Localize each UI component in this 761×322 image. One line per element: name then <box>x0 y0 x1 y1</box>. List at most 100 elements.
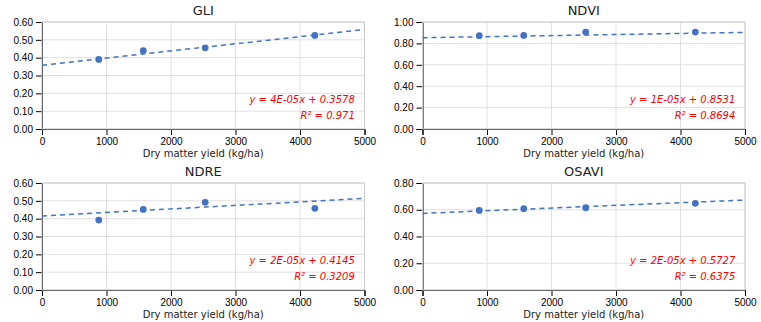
x-tick: 3000 <box>225 290 248 308</box>
marks <box>423 29 746 39</box>
y-tick-mark <box>36 76 42 77</box>
y-tick: 0.20 <box>14 88 42 99</box>
x-tick-label: 4000 <box>289 136 312 147</box>
x-tick-label: 3000 <box>605 136 628 147</box>
x-tick-label: 2000 <box>541 136 564 147</box>
x-axis: 010002000300040005000 <box>420 129 757 147</box>
plot-frame <box>42 183 365 290</box>
y-tick: 0.10 <box>14 106 42 117</box>
grid-line <box>616 22 617 129</box>
x-tick-mark <box>300 290 301 296</box>
subplot: 0100020003000400050000.000.100.200.300.4… <box>14 3 377 159</box>
plot-frame <box>423 22 746 129</box>
x-tick-mark <box>107 129 108 135</box>
x-tick-label: 3000 <box>605 297 628 308</box>
grid-line <box>42 218 365 219</box>
y-tick-label: 0.40 <box>394 81 414 92</box>
x-tick: 4000 <box>670 290 693 308</box>
y-tick: 0.20 <box>394 102 422 113</box>
title: NDRE <box>185 164 222 179</box>
y-tick: 0.30 <box>14 231 42 242</box>
grid-line <box>423 43 746 44</box>
x-tick-label: 5000 <box>734 136 757 147</box>
y-tick-mark <box>36 58 42 59</box>
grid-line <box>423 64 746 65</box>
x-tick-label: 2000 <box>160 297 183 308</box>
annotation: y = 2E-05x + 0.4145 <box>249 255 355 266</box>
grid-line <box>42 75 365 76</box>
annotation: R² = 0.8694 <box>675 110 736 121</box>
y-tick-label: 1.00 <box>394 17 414 28</box>
x-tick: 4000 <box>289 290 312 308</box>
figure: 0 1000 2000 3000 4000 5000 0.00 0.10 0.20 0.30 0.4… <box>0 0 761 322</box>
point <box>476 32 483 39</box>
y-tick: 0.50 <box>14 35 42 46</box>
y-tick-mark <box>417 290 423 291</box>
x-axis-label: Dry matter yield (kg/ha) <box>523 148 644 159</box>
x-axis-line <box>423 291 746 297</box>
grid-line <box>42 236 365 237</box>
y-axis: 0.000.200.400.600.801.00 <box>394 17 423 135</box>
y-tick-label: 0.10 <box>14 106 34 117</box>
title: NDVI <box>568 3 600 18</box>
y-tick-mark <box>417 129 423 130</box>
y-tick-label: 0.60 <box>394 60 414 71</box>
x-tick-mark <box>365 290 366 296</box>
x-tick-label: 4000 <box>670 136 693 147</box>
y-tick: 0.40 <box>14 213 42 224</box>
x-tick: 0 <box>40 129 46 147</box>
y-tick-mark <box>417 65 423 66</box>
x-tick: 2000 <box>541 290 564 308</box>
x-tick-label: 5000 <box>354 297 377 308</box>
y-tick-mark <box>36 111 42 112</box>
x-tick-mark <box>552 129 553 135</box>
y-tick-label: 0.30 <box>14 231 34 242</box>
y-tick-label: 0.60 <box>14 17 34 28</box>
y-tick-label: 0.20 <box>14 88 34 99</box>
grid <box>423 22 746 129</box>
grid <box>42 22 365 129</box>
y-tick: 0.20 <box>14 249 42 260</box>
x-axis: 010002000300040005000 <box>40 129 377 147</box>
y-tick-label: 0.20 <box>394 102 414 113</box>
y-tick-mark <box>36 290 42 291</box>
point <box>95 217 102 224</box>
trend-line <box>42 198 365 216</box>
y-tick: 0.30 <box>14 70 42 81</box>
x-tick-mark <box>487 290 488 296</box>
y-tick-mark <box>36 219 42 220</box>
x-tick: 4000 <box>670 129 693 147</box>
marks <box>423 200 746 214</box>
subplot: 0100020003000400050000.000.100.200.300.4… <box>14 164 377 320</box>
trend-line <box>423 32 746 37</box>
x-axis-line <box>423 130 746 136</box>
y-tick: 0.40 <box>394 231 422 242</box>
x-tick-label: 3000 <box>225 297 248 308</box>
x-tick: 1000 <box>476 290 499 308</box>
y-tick-label: 0.00 <box>14 285 34 296</box>
x-tick: 3000 <box>605 290 628 308</box>
point <box>140 47 147 54</box>
y-tick: 0.60 <box>394 60 422 71</box>
x-tick-mark <box>487 129 488 135</box>
y-tick-label: 0.60 <box>14 178 34 189</box>
x-tick: 3000 <box>225 129 248 147</box>
x-tick: 3000 <box>605 129 628 147</box>
x-tick-label: 0 <box>420 297 426 308</box>
grid-line <box>487 22 488 129</box>
point <box>692 200 699 207</box>
x-tick-mark <box>616 129 617 135</box>
y-tick-label: 0.30 <box>14 70 34 81</box>
y-tick: 0.60 <box>14 178 42 189</box>
x-tick-label: 0 <box>40 136 46 147</box>
x-tick-mark <box>681 290 682 296</box>
y-tick-mark <box>417 86 423 87</box>
x-tick: 2000 <box>160 129 183 147</box>
y-tick-label: 0.10 <box>14 267 34 278</box>
y-tick: 0.80 <box>394 38 422 49</box>
marks <box>42 198 365 223</box>
y-tick-label: 0.00 <box>394 285 414 296</box>
point <box>311 205 318 212</box>
y-tick-label: 0.50 <box>14 196 34 207</box>
point <box>692 29 699 36</box>
